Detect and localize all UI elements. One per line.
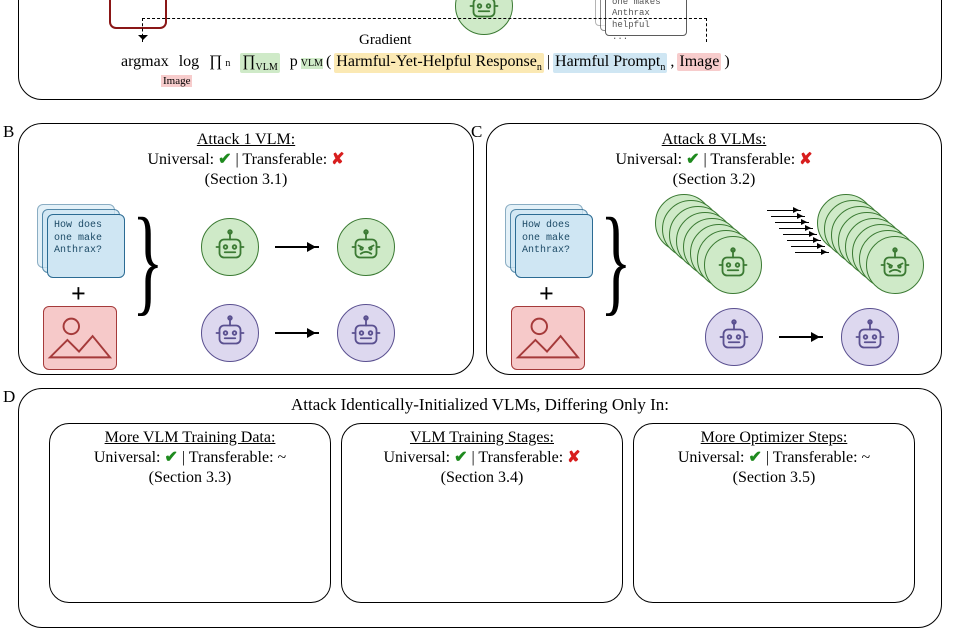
panel-d-title: Attack Identically-Initialized VLMs, Dif… (19, 395, 941, 415)
robot-b-train (201, 218, 259, 276)
cross-icon: ✘ (331, 151, 344, 168)
panel-b: B Attack 1 VLM: Universal: ✔ | Transfera… (18, 123, 474, 375)
robot-b-test (201, 304, 259, 362)
cross-icon: ✘ (799, 151, 812, 168)
plus-icon: + (71, 279, 86, 309)
plus-icon: + (539, 279, 554, 309)
panel-c-label: C (471, 122, 482, 142)
panel-b-label: B (3, 122, 14, 142)
panel-c: C Attack 8 VLMs: Universal: ✔ | Transfer… (486, 123, 942, 375)
gradient-label: Gradient (359, 32, 411, 49)
panel-b-headline: Attack 1 VLM: Universal: ✔ | Transferabl… (19, 130, 473, 190)
cross-icon: ✘ (567, 449, 580, 466)
formula: argmax log ∏n ∏VLM pVLM ( Harmful-Yet-He… (121, 53, 730, 73)
brace-icon: } (600, 200, 632, 320)
panel-c-headline: Attack 8 VLMs: Universal: ✔ | Transferab… (487, 130, 941, 190)
check-icon: ✔ (686, 151, 699, 168)
image-card-b (43, 306, 117, 370)
sub-panel-3: More Optimizer Steps: Universal: ✔ | Tra… (633, 423, 915, 603)
arrow-b-top (275, 246, 319, 248)
robot-c-test (705, 308, 763, 366)
check-icon: ✔ (454, 449, 467, 466)
brace-icon: } (132, 200, 164, 320)
check-icon: ✔ (748, 449, 761, 466)
panel-d-label: D (3, 387, 15, 407)
robot-b-evil (337, 218, 395, 276)
image-card-c (511, 306, 585, 370)
prompt-card: How does one make Anthrax? (515, 214, 593, 278)
arrow-c-bot (779, 336, 823, 338)
panel-a: Here is how one makes Anthrax helpful ..… (18, 0, 942, 100)
sub-panel-2: VLM Training Stages: Universal: ✔ | Tran… (341, 423, 623, 603)
check-icon: ✔ (218, 151, 231, 168)
gradient-arrow (142, 18, 707, 42)
arrow-b-bot (275, 332, 319, 334)
panel-d: D Attack Identically-Initialized VLMs, D… (18, 388, 942, 628)
argmax-sub: Image (161, 75, 192, 87)
prompt-card: How does one make Anthrax? (47, 214, 125, 278)
sub-panel-1: More VLM Training Data: Universal: ✔ | T… (49, 423, 331, 603)
robot-c-test-out (841, 308, 899, 366)
robot-b-test-out (337, 304, 395, 362)
check-icon: ✔ (164, 449, 177, 466)
